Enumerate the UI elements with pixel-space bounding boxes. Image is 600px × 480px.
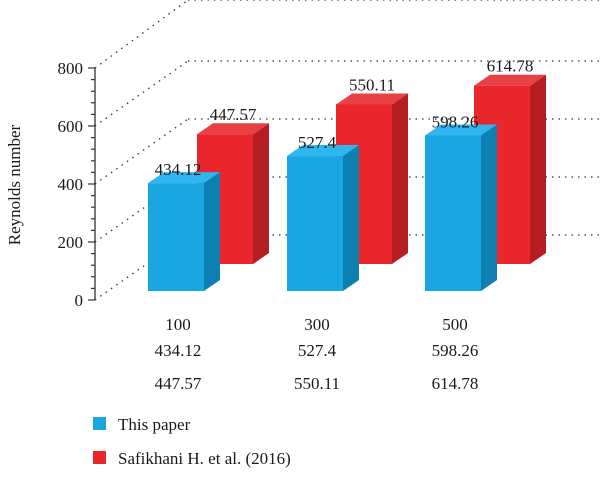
bar-this-paper [148, 183, 204, 291]
y-tick-label: 0 [75, 291, 84, 310]
table-cell-safikhani: 447.57 [155, 374, 202, 393]
data-label-this-paper: 434.12 [155, 160, 202, 179]
data-label-safikhani: 614.78 [487, 57, 534, 76]
gridline-floor [94, 60, 189, 127]
bar-this-paper [287, 156, 343, 291]
table-cell-safikhani: 550.11 [294, 374, 340, 393]
category-label: 100 [165, 315, 191, 334]
category-label: 500 [442, 315, 468, 334]
y-tick-label: 800 [58, 59, 84, 78]
category-label: 300 [304, 315, 330, 334]
legend-label-this-paper: This paper [118, 415, 191, 434]
table-cell-this-paper: 434.12 [155, 341, 202, 360]
data-label-this-paper: 598.26 [432, 113, 479, 132]
bar-safikhani-top [197, 123, 269, 135]
legend-swatch-this-paper [93, 417, 106, 430]
y-tick-label: 400 [58, 175, 84, 194]
data-label-safikhani: 550.11 [349, 75, 395, 94]
bar-this-paper-top [148, 172, 220, 184]
legend-label-safikhani: Safikhani H. et al. (2016) [118, 449, 291, 468]
bar-this-paper-side [481, 124, 497, 291]
y-tick-label: 200 [58, 233, 84, 252]
table-cell-safikhani: 614.78 [432, 374, 479, 393]
bar-safikhani-side [392, 93, 408, 264]
bar-this-paper-side [204, 172, 220, 291]
y-tick-label: 600 [58, 117, 84, 136]
table-cell-this-paper: 527.4 [298, 341, 337, 360]
bar-this-paper-side [343, 145, 359, 291]
bar-safikhani-side [253, 123, 269, 264]
table-cell-this-paper: 598.26 [432, 341, 479, 360]
bar-safikhani-top [474, 74, 546, 86]
wall-edge-top [94, 0, 189, 69]
data-label-this-paper: 527.4 [298, 133, 337, 152]
data-label-safikhani: 447.57 [210, 105, 257, 124]
bar-this-paper-top [287, 145, 359, 157]
bar-this-paper-top [425, 124, 497, 136]
y-axis-label: Reynolds number [5, 124, 24, 245]
bar-safikhani-side [530, 74, 546, 264]
bar-this-paper [425, 135, 481, 291]
bar-safikhani-top [336, 93, 408, 105]
legend-swatch-safikhani [93, 451, 106, 464]
